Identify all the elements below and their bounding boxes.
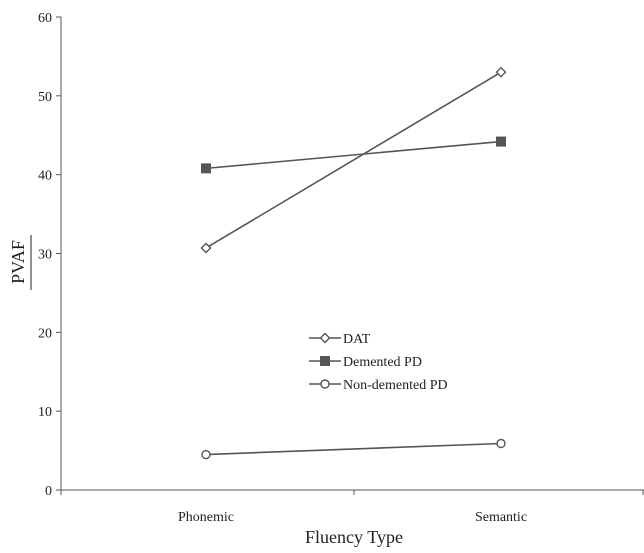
y-tick-label: 50 — [38, 90, 52, 105]
x-axis-ticks: Phonemic Semantic — [60, 490, 644, 525]
series-line — [205, 442, 502, 456]
y-tick-label: 40 — [38, 169, 52, 184]
legend-marker — [319, 332, 331, 344]
series-demented-pd — [201, 136, 506, 174]
data-point — [201, 163, 211, 174]
legend-item: DAT — [309, 332, 371, 347]
axes — [60, 17, 644, 491]
y-axis-ticks: 0 10 20 30 40 50 60 — [38, 11, 61, 499]
y-tick-label: 0 — [45, 484, 52, 499]
y-tick-label: 20 — [38, 326, 52, 341]
legend: DAT Demented PD Non-demented PD — [309, 332, 448, 393]
legend-label: Non-demented PD — [343, 378, 448, 393]
series-non-demented-pd — [201, 438, 506, 460]
data-point — [200, 242, 212, 254]
legend-item: Demented PD — [309, 355, 422, 370]
y-axis-title: PVAF — [8, 240, 28, 284]
series-line — [205, 140, 502, 170]
legend-item: Non-demented PD — [309, 378, 448, 393]
series-group — [200, 66, 507, 460]
data-point — [201, 449, 211, 460]
legend-marker — [320, 379, 330, 389]
legend-label: DAT — [343, 332, 371, 347]
y-tick-label: 30 — [38, 248, 52, 263]
series-dat — [200, 66, 507, 254]
y-tick-label: 10 — [38, 405, 52, 420]
data-point — [495, 66, 507, 78]
legend-label: Demented PD — [343, 355, 422, 370]
y-tick-label: 60 — [38, 11, 52, 26]
legend-marker — [320, 356, 330, 366]
data-point — [496, 438, 506, 449]
x-axis-title: Fluency Type — [305, 527, 403, 547]
x-tick-label: Semantic — [475, 510, 527, 525]
data-point — [496, 136, 506, 147]
series-line — [205, 71, 502, 249]
x-tick-label: Phonemic — [178, 510, 234, 525]
